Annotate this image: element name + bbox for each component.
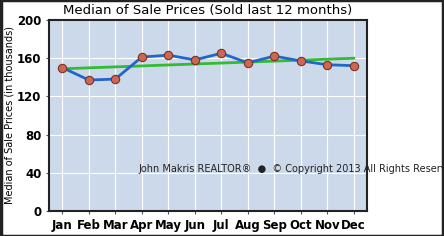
Y-axis label: Median of Sale Prices (in thousands): Median of Sale Prices (in thousands) bbox=[4, 26, 14, 204]
Text: John Makris REALTOR®  ●  © Copyright 2013 All Rights Reserved: John Makris REALTOR® ● © Copyright 2013 … bbox=[138, 164, 444, 174]
Title: Median of Sale Prices (Sold last 12 months): Median of Sale Prices (Sold last 12 mont… bbox=[63, 4, 353, 17]
